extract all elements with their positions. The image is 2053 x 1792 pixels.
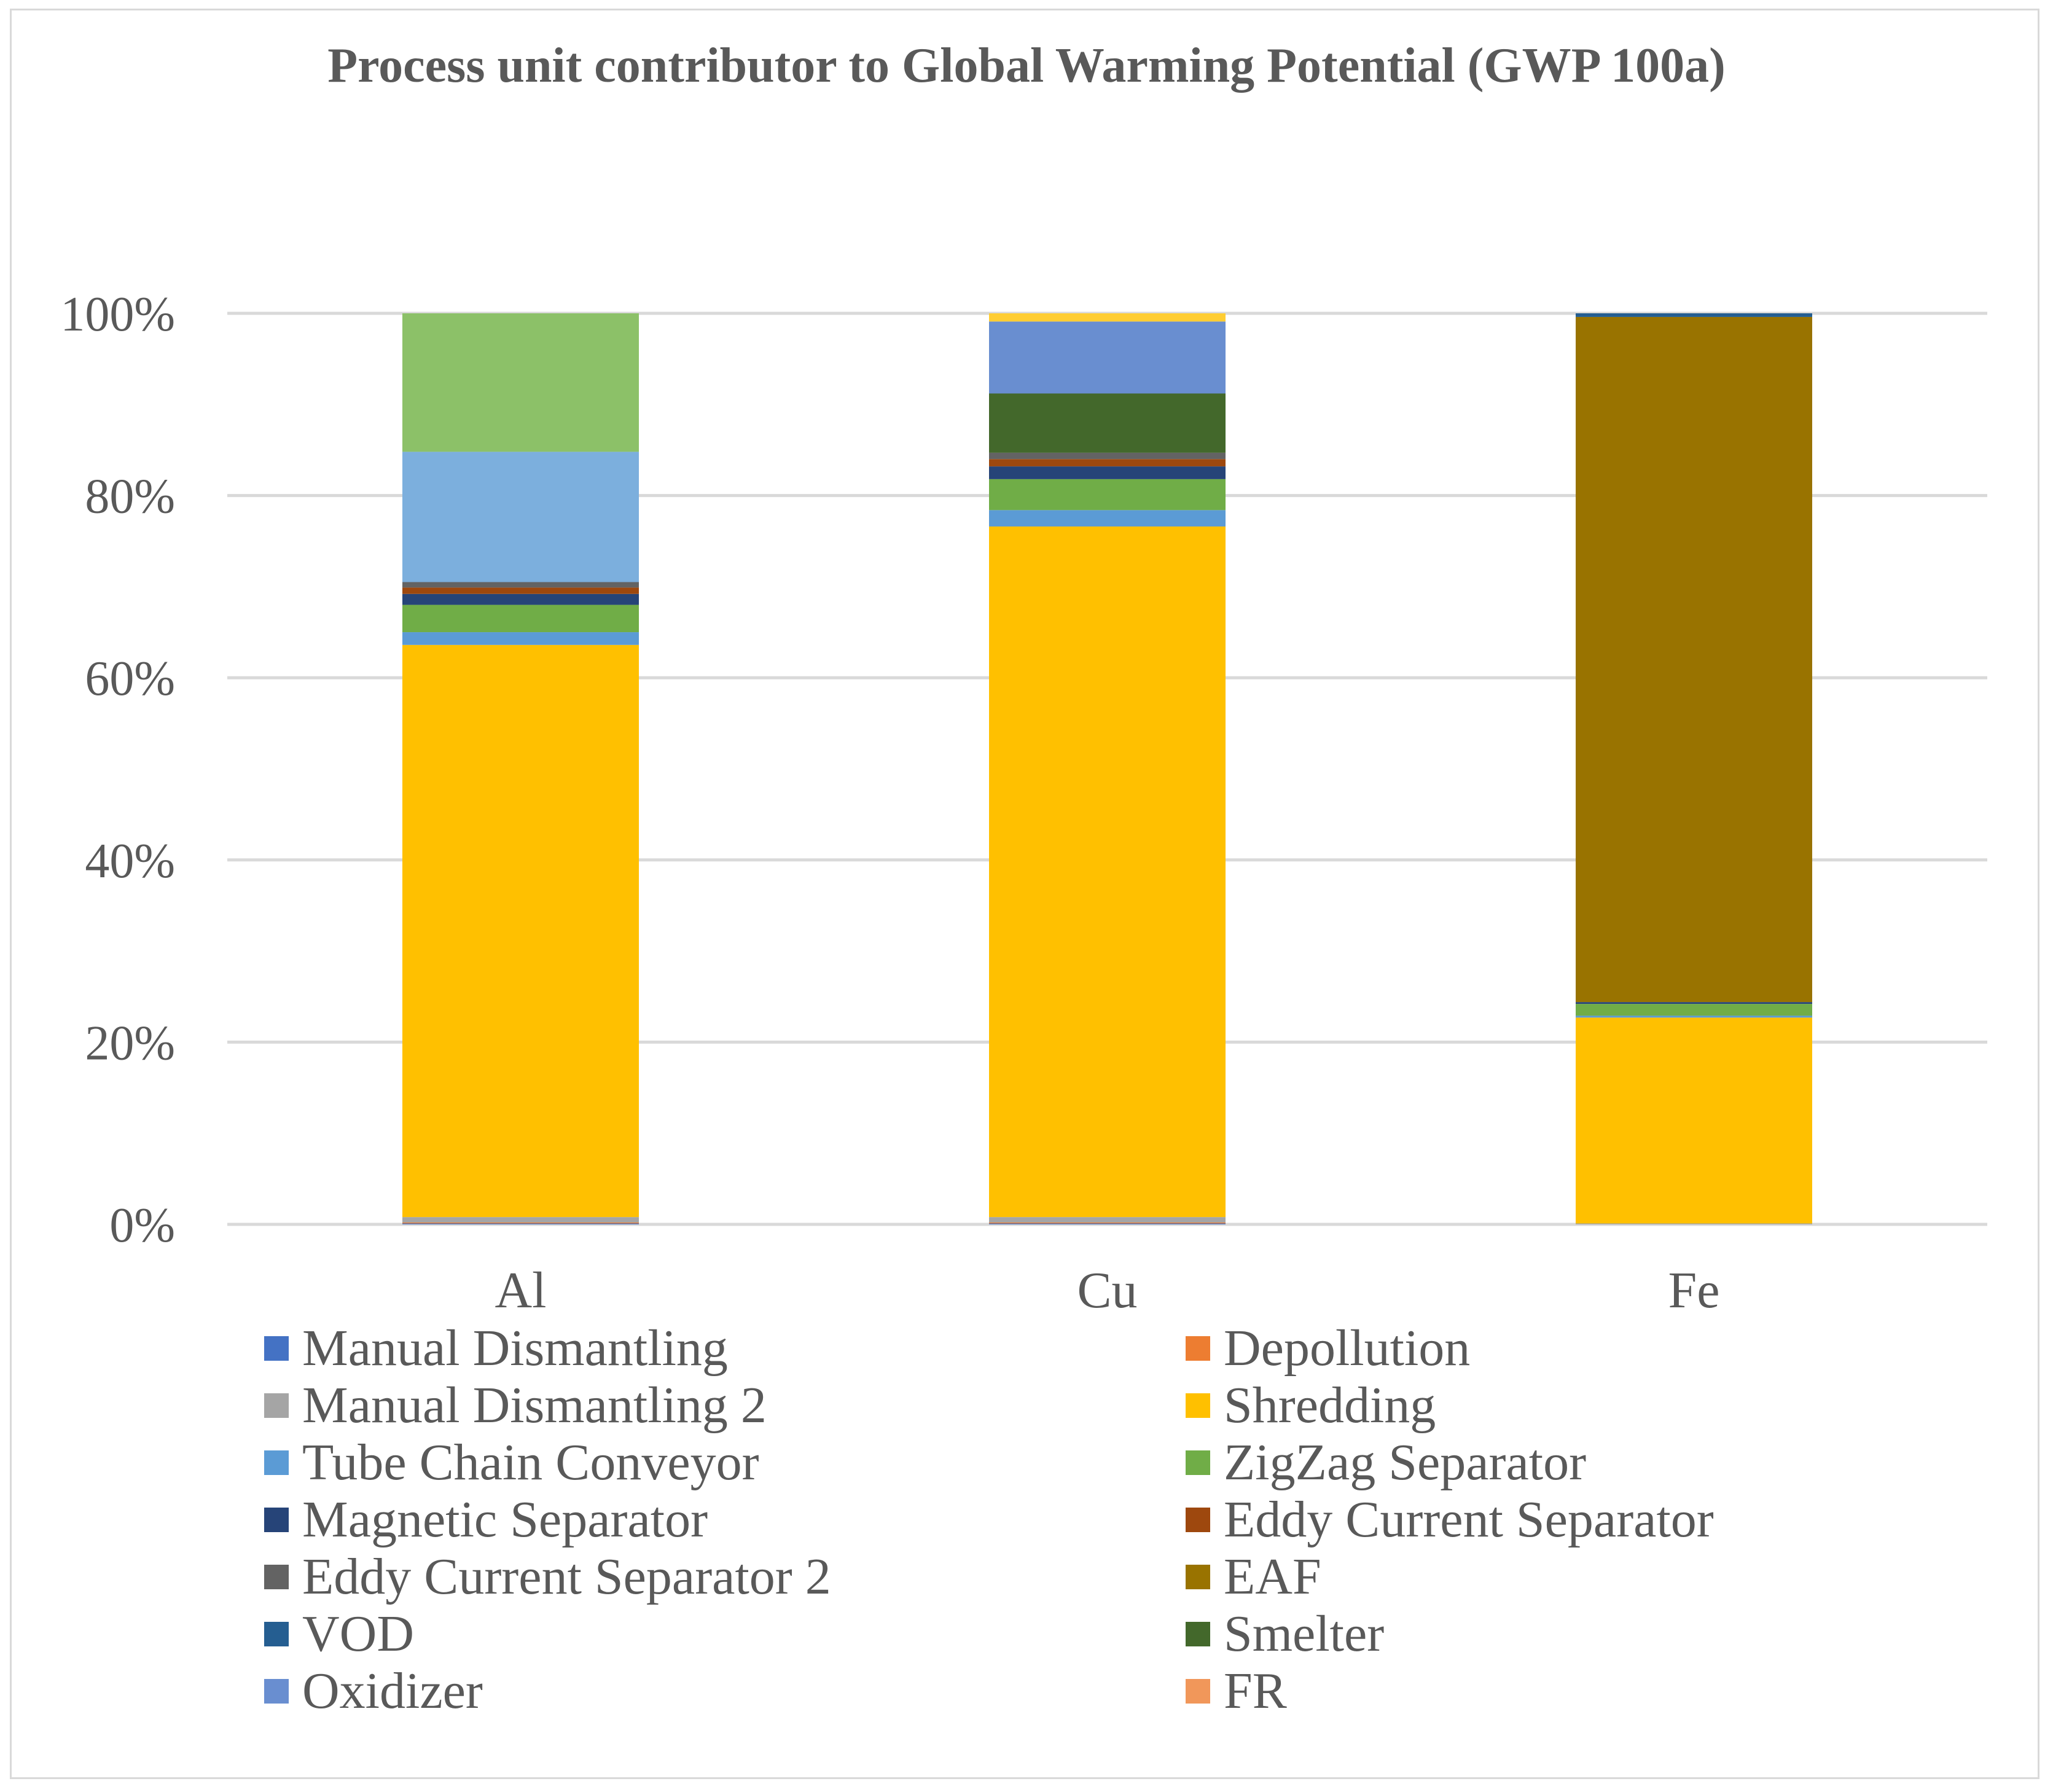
chart-legend: Manual Dismantling Depollution Manual Dism… [264,1320,1849,1720]
bar-segment-al-15 [402,313,639,452]
legend-swatch [1186,1621,1210,1646]
y-tick-label: 80% [85,470,175,524]
legend-label: EAF [1224,1548,1321,1605]
legend-label: Depollution [1224,1320,1471,1377]
legend-item: Tube Chain Conveyor [264,1434,1186,1491]
bar-segment-cu-6 [989,466,1226,479]
bar-segment-al-6 [402,593,639,605]
legend-item: Smelter [1186,1605,1849,1662]
legend-swatch [264,1336,289,1361]
legend-swatch [264,1450,289,1475]
legend-swatch [264,1564,289,1589]
x-tick-label: Fe [1668,1262,1720,1319]
legend-swatch [1186,1393,1210,1418]
bar-segment-al-2 [402,1217,639,1223]
bar-segment-al-3 [402,644,639,1218]
bar-segment-al-4 [402,632,639,645]
legend-label: Eddy Current Separator [1224,1491,1714,1548]
bar-segment-fe-6 [1576,1002,1812,1004]
legend-item: Manual Dismantling [264,1320,1186,1377]
legend-item: Shredding [1186,1377,1849,1434]
x-tick-label: Cu [1077,1262,1137,1319]
legend-item: Magnetic Separator [264,1491,1186,1548]
legend-swatch [264,1678,289,1704]
legend-item: EAF [1186,1548,1849,1605]
legend-label: Tube Chain Conveyor [302,1434,759,1491]
y-tick-label: 60% [85,652,175,706]
y-tick-label: 100% [60,288,175,342]
legend-swatch [264,1393,289,1418]
bar-segment-cu-8 [989,452,1226,460]
legend-swatch [1186,1450,1210,1475]
legend-label: FR [1224,1662,1287,1720]
bar-segment-cu-16 [989,313,1226,322]
bar-segment-al-7 [402,587,639,594]
bar-segment-al-5 [402,605,639,633]
legend-item: ZigZag Separator [1186,1434,1849,1491]
legend-label: Manual Dismantling [302,1320,728,1377]
legend-label: VOD [302,1605,414,1662]
bar-segment-cu-3 [989,526,1226,1218]
bar-segment-fe-10 [1576,313,1812,317]
legend-item: Eddy Current Separator 2 [264,1548,1186,1605]
legend-label: Oxidizer [302,1662,483,1720]
legend-swatch [1186,1336,1210,1361]
bar-segment-cu-7 [989,459,1226,467]
legend-swatch [1186,1564,1210,1589]
legend-swatch [264,1621,289,1646]
y-tick-label: 20% [85,1016,175,1070]
legend-item: Depollution [1186,1320,1849,1377]
bar-segment-cu-2 [989,1217,1226,1223]
x-tick-label: Al [495,1262,547,1319]
legend-label: Manual Dismantling 2 [302,1377,767,1434]
bar-segment-cu-4 [989,510,1226,527]
chart-title: Process unit contributor to Global Warmi… [327,39,1726,93]
legend-item: Oxidizer [264,1662,1186,1720]
bar-segment-fe-3 [1576,1017,1812,1224]
bar-segment-al-14 [402,452,639,582]
bar-segment-cu-5 [989,479,1226,511]
legend-label: Eddy Current Separator 2 [302,1548,831,1605]
legend-label: ZigZag Separator [1224,1434,1587,1491]
legend-swatch [1186,1678,1210,1704]
bar-segment-fe-5 [1576,1004,1812,1016]
legend-item: Manual Dismantling 2 [264,1377,1186,1434]
legend-swatch [264,1507,289,1532]
bar-segment-cu-12 [989,321,1226,394]
legend-label: Smelter [1224,1605,1385,1662]
bar-segment-cu-11 [989,393,1226,453]
legend-swatch [1186,1507,1210,1532]
y-tick-label: 0% [109,1199,175,1253]
bar-segment-fe-9 [1576,316,1812,1003]
y-tick-label: 40% [85,834,175,888]
legend-item: VOD [264,1605,1186,1662]
legend-item: FR [1186,1662,1849,1720]
bar-segment-fe-4 [1576,1015,1812,1018]
bar-segment-al-8 [402,582,639,588]
legend-label: Shredding [1224,1377,1436,1434]
legend-label: Magnetic Separator [302,1491,708,1548]
legend-item: Eddy Current Separator [1186,1491,1849,1548]
